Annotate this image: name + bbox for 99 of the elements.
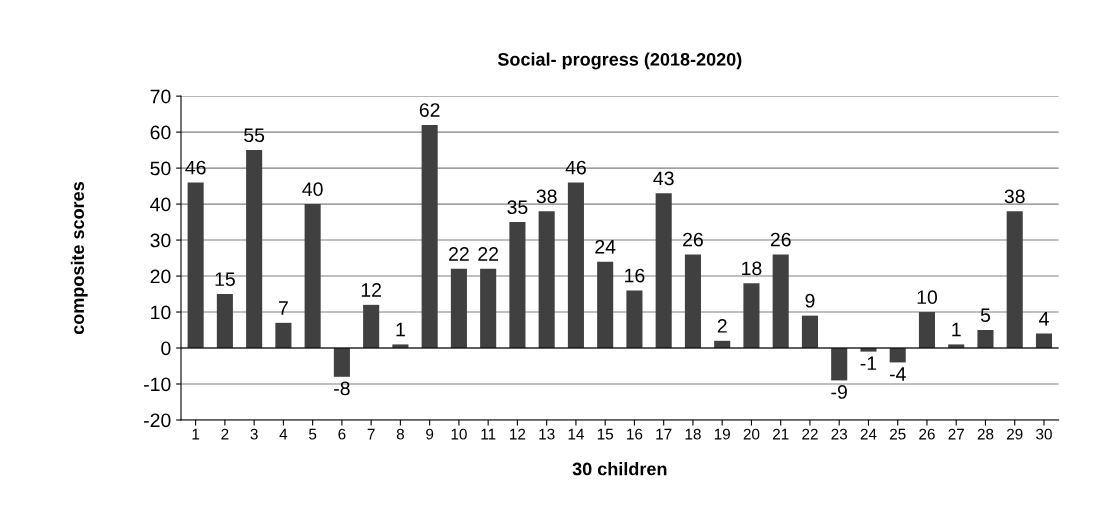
x-tick-label: 3 xyxy=(250,428,258,440)
x-tick-label: 21 xyxy=(772,428,789,440)
x-tick-label: 14 xyxy=(568,428,584,440)
x-tick-label: 30 xyxy=(1036,428,1052,440)
data-label: 40 xyxy=(302,182,323,197)
bar xyxy=(567,182,584,349)
bar xyxy=(333,348,350,377)
x-tick-label: 25 xyxy=(889,428,906,440)
x-tick-label: 29 xyxy=(1007,428,1023,440)
x-tick-label: 24 xyxy=(860,428,877,440)
chart-title: Social- progress (2018-2020) xyxy=(497,52,742,70)
data-label: 26 xyxy=(770,232,791,247)
x-axis-title: 30 children xyxy=(572,462,667,476)
x-tick-label: 19 xyxy=(714,428,730,440)
bar xyxy=(977,330,994,349)
data-label: 55 xyxy=(244,128,265,143)
data-label: 10 xyxy=(917,290,938,305)
y-tick-label: 50 xyxy=(150,161,171,176)
data-label: 26 xyxy=(683,232,703,247)
y-tick-label: 0 xyxy=(161,341,171,356)
y-tick-label: -20 xyxy=(144,413,171,428)
x-tick-label: 2 xyxy=(221,428,229,440)
data-label: 35 xyxy=(507,200,528,215)
x-tick-label: 28 xyxy=(977,428,994,440)
bar xyxy=(597,261,614,349)
data-label: -1 xyxy=(860,356,877,370)
bar xyxy=(304,204,321,349)
data-label: 1 xyxy=(952,322,961,337)
y-tick-label: 30 xyxy=(150,233,171,248)
data-label: 43 xyxy=(653,171,674,186)
x-tick-label: 16 xyxy=(627,428,643,440)
bar xyxy=(684,254,701,349)
data-label: 62 xyxy=(419,103,440,117)
bar xyxy=(538,211,555,349)
bar xyxy=(772,254,789,349)
data-label: 46 xyxy=(565,160,586,175)
data-label: 22 xyxy=(478,247,498,261)
data-label: 46 xyxy=(185,160,206,175)
data-label: 5 xyxy=(980,308,991,323)
data-label: 24 xyxy=(595,239,616,254)
bar xyxy=(918,312,936,349)
x-tick-label: 15 xyxy=(597,428,614,440)
bar xyxy=(509,222,526,349)
bar xyxy=(421,124,438,349)
bar xyxy=(831,348,848,381)
y-tick-label: 70 xyxy=(150,89,171,104)
x-tick-label: 22 xyxy=(802,428,818,440)
bar xyxy=(1035,333,1053,349)
x-tick-label: 6 xyxy=(338,428,346,440)
data-label: -4 xyxy=(889,367,906,381)
data-label: -8 xyxy=(334,381,350,396)
data-label: 12 xyxy=(361,283,381,297)
data-label: 9 xyxy=(805,293,815,308)
data-label: 22 xyxy=(449,247,469,261)
data-label: -9 xyxy=(831,385,847,399)
x-tick-label: 27 xyxy=(948,428,964,440)
x-tick-label: 12 xyxy=(510,428,526,440)
data-label: 38 xyxy=(536,189,557,204)
bar xyxy=(275,322,292,349)
y-tick-label: 60 xyxy=(150,125,171,140)
bar xyxy=(655,193,672,349)
x-tick-label: 5 xyxy=(309,428,317,440)
x-tick-label: 4 xyxy=(279,428,288,440)
x-tick-label: 8 xyxy=(396,428,404,440)
y-tick-label: 10 xyxy=(151,305,171,320)
x-tick-label: 9 xyxy=(426,428,434,440)
bar xyxy=(450,268,467,349)
bar xyxy=(743,283,760,349)
data-label: 7 xyxy=(278,301,288,315)
x-tick-label: 18 xyxy=(685,428,701,440)
bar xyxy=(480,268,497,349)
y-axis-title: composite scores xyxy=(70,182,88,335)
bar xyxy=(1006,211,1023,349)
x-tick-label: 20 xyxy=(743,428,760,440)
bar xyxy=(363,304,380,349)
data-label: 18 xyxy=(742,261,762,276)
data-label: 16 xyxy=(625,268,645,283)
bar xyxy=(889,348,906,363)
bar xyxy=(216,294,233,349)
x-tick-label: 10 xyxy=(451,428,467,440)
data-label: 2 xyxy=(717,319,727,333)
y-tick-label: 20 xyxy=(150,269,171,284)
x-tick-label: 26 xyxy=(919,428,935,440)
data-label: 4 xyxy=(1039,312,1049,326)
data-label: 15 xyxy=(215,272,235,287)
data-label: 1 xyxy=(396,322,405,337)
bar xyxy=(801,315,818,349)
y-tick-label: -10 xyxy=(144,377,171,392)
x-tick-label: 13 xyxy=(539,428,555,440)
data-label: 38 xyxy=(1004,189,1025,204)
x-tick-label: 11 xyxy=(481,428,496,440)
x-tick-label: 7 xyxy=(367,428,375,440)
bar xyxy=(187,182,204,349)
x-tick-label: 1 xyxy=(192,428,200,440)
bar xyxy=(246,150,263,349)
x-tick-label: 17 xyxy=(656,428,672,440)
x-tick-label: 23 xyxy=(831,428,848,440)
bar xyxy=(626,290,643,349)
y-tick-label: 40 xyxy=(150,197,171,212)
